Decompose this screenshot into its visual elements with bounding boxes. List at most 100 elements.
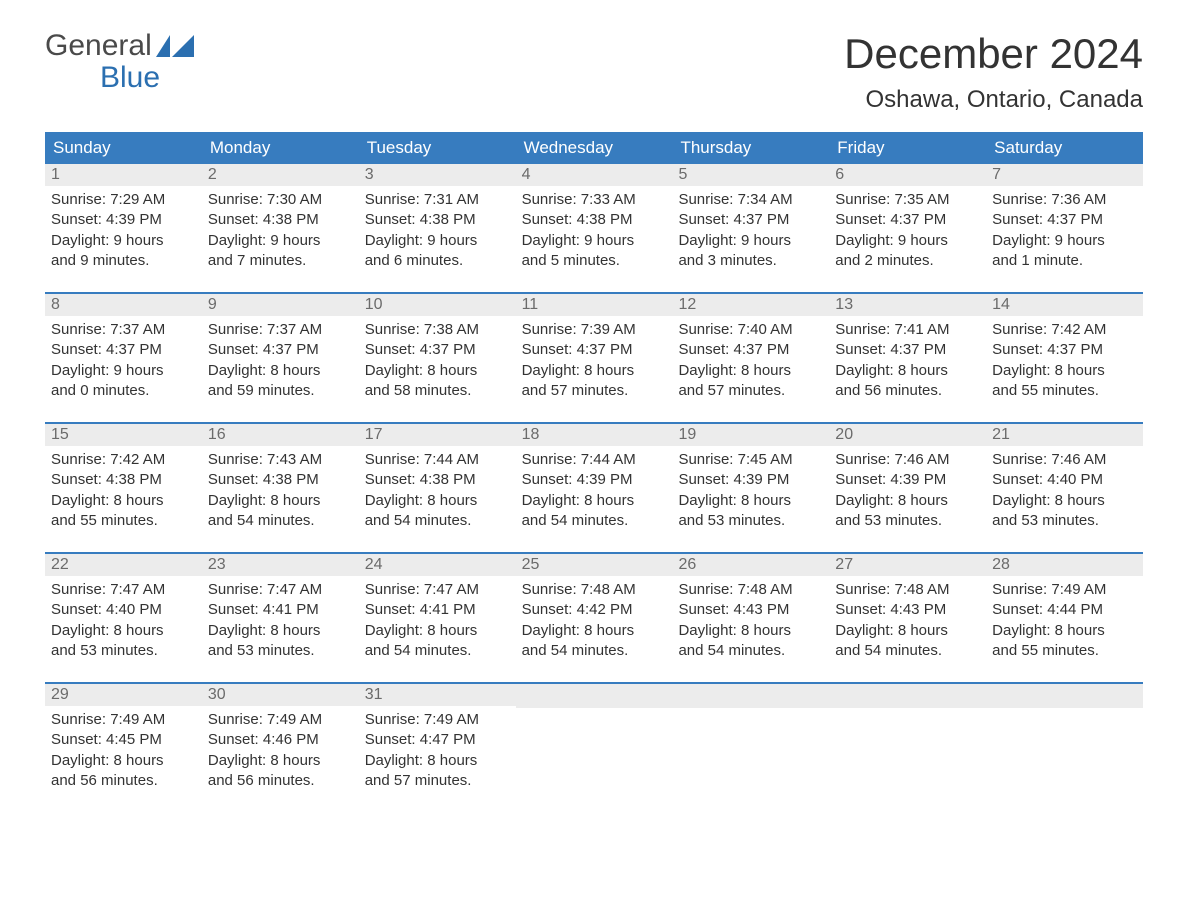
day-d1: Daylight: 8 hours: [51, 621, 196, 641]
logo: General Blue: [45, 30, 194, 93]
day-number: 6: [829, 164, 986, 186]
day-cell: 17Sunrise: 7:44 AMSunset: 4:38 PMDayligh…: [359, 424, 516, 544]
day-number: 2: [202, 164, 359, 186]
title-block: December 2024 Oshawa, Ontario, Canada: [844, 30, 1143, 114]
day-sunset: Sunset: 4:40 PM: [992, 470, 1137, 490]
day-d1: Daylight: 8 hours: [522, 621, 667, 641]
day-cell: 3Sunrise: 7:31 AMSunset: 4:38 PMDaylight…: [359, 164, 516, 284]
day-content: Sunrise: 7:44 AMSunset: 4:39 PMDaylight:…: [516, 446, 673, 537]
day-d1: Daylight: 9 hours: [835, 231, 980, 251]
day-d1: Daylight: 9 hours: [208, 231, 353, 251]
day-cell: [672, 684, 829, 804]
day-d1: Daylight: 9 hours: [51, 231, 196, 251]
day-d2: and 2 minutes.: [835, 251, 980, 271]
day-sunrise: Sunrise: 7:48 AM: [522, 580, 667, 600]
day-sunrise: Sunrise: 7:43 AM: [208, 450, 353, 470]
day-cell: 24Sunrise: 7:47 AMSunset: 4:41 PMDayligh…: [359, 554, 516, 674]
day-header-wednesday: Wednesday: [516, 132, 673, 164]
week-row: 29Sunrise: 7:49 AMSunset: 4:45 PMDayligh…: [45, 682, 1143, 804]
day-sunset: Sunset: 4:38 PM: [365, 210, 510, 230]
day-d1: Daylight: 8 hours: [208, 751, 353, 771]
month-title: December 2024: [844, 30, 1143, 78]
day-d2: and 54 minutes.: [522, 511, 667, 531]
day-content: Sunrise: 7:38 AMSunset: 4:37 PMDaylight:…: [359, 316, 516, 407]
day-d2: and 57 minutes.: [678, 381, 823, 401]
day-d1: Daylight: 8 hours: [992, 361, 1137, 381]
day-cell: 2Sunrise: 7:30 AMSunset: 4:38 PMDaylight…: [202, 164, 359, 284]
location: Oshawa, Ontario, Canada: [844, 86, 1143, 114]
day-d2: and 53 minutes.: [51, 641, 196, 661]
day-number: 14: [986, 294, 1143, 316]
day-sunrise: Sunrise: 7:39 AM: [522, 320, 667, 340]
day-number: 8: [45, 294, 202, 316]
empty-day: [672, 684, 829, 708]
day-d2: and 56 minutes.: [208, 771, 353, 791]
day-sunset: Sunset: 4:37 PM: [365, 340, 510, 360]
week-row: 15Sunrise: 7:42 AMSunset: 4:38 PMDayligh…: [45, 422, 1143, 544]
day-sunset: Sunset: 4:38 PM: [365, 470, 510, 490]
day-cell: [829, 684, 986, 804]
day-d1: Daylight: 9 hours: [365, 231, 510, 251]
day-d2: and 53 minutes.: [678, 511, 823, 531]
flag-icon: [156, 35, 194, 57]
day-sunset: Sunset: 4:37 PM: [51, 340, 196, 360]
header: General Blue December 2024 Oshawa, Ontar…: [45, 30, 1143, 114]
day-d2: and 57 minutes.: [522, 381, 667, 401]
day-sunset: Sunset: 4:38 PM: [208, 470, 353, 490]
day-d1: Daylight: 8 hours: [835, 491, 980, 511]
day-cell: 25Sunrise: 7:48 AMSunset: 4:42 PMDayligh…: [516, 554, 673, 674]
day-sunrise: Sunrise: 7:48 AM: [678, 580, 823, 600]
day-content: Sunrise: 7:30 AMSunset: 4:38 PMDaylight:…: [202, 186, 359, 277]
logo-top-row: General: [45, 30, 194, 62]
day-header-friday: Friday: [829, 132, 986, 164]
day-cell: [516, 684, 673, 804]
day-cell: 22Sunrise: 7:47 AMSunset: 4:40 PMDayligh…: [45, 554, 202, 674]
day-d2: and 58 minutes.: [365, 381, 510, 401]
day-content: Sunrise: 7:31 AMSunset: 4:38 PMDaylight:…: [359, 186, 516, 277]
day-number: 23: [202, 554, 359, 576]
day-number: 1: [45, 164, 202, 186]
day-d1: Daylight: 8 hours: [208, 491, 353, 511]
day-sunset: Sunset: 4:46 PM: [208, 730, 353, 750]
day-content: Sunrise: 7:37 AMSunset: 4:37 PMDaylight:…: [202, 316, 359, 407]
day-sunrise: Sunrise: 7:37 AM: [208, 320, 353, 340]
day-sunset: Sunset: 4:39 PM: [678, 470, 823, 490]
day-d2: and 55 minutes.: [992, 641, 1137, 661]
day-sunset: Sunset: 4:37 PM: [208, 340, 353, 360]
day-number: 16: [202, 424, 359, 446]
day-cell: 9Sunrise: 7:37 AMSunset: 4:37 PMDaylight…: [202, 294, 359, 414]
day-cell: 5Sunrise: 7:34 AMSunset: 4:37 PMDaylight…: [672, 164, 829, 284]
day-number: 12: [672, 294, 829, 316]
day-d2: and 57 minutes.: [365, 771, 510, 791]
day-number: 17: [359, 424, 516, 446]
day-content: Sunrise: 7:46 AMSunset: 4:39 PMDaylight:…: [829, 446, 986, 537]
day-d2: and 55 minutes.: [51, 511, 196, 531]
day-sunset: Sunset: 4:41 PM: [365, 600, 510, 620]
day-d1: Daylight: 8 hours: [365, 621, 510, 641]
day-sunrise: Sunrise: 7:38 AM: [365, 320, 510, 340]
day-sunset: Sunset: 4:37 PM: [835, 210, 980, 230]
day-number: 3: [359, 164, 516, 186]
day-d1: Daylight: 8 hours: [522, 491, 667, 511]
day-header-saturday: Saturday: [986, 132, 1143, 164]
day-sunrise: Sunrise: 7:34 AM: [678, 190, 823, 210]
day-d1: Daylight: 8 hours: [835, 621, 980, 641]
day-sunrise: Sunrise: 7:31 AM: [365, 190, 510, 210]
empty-day: [829, 684, 986, 708]
day-cell: 8Sunrise: 7:37 AMSunset: 4:37 PMDaylight…: [45, 294, 202, 414]
day-sunset: Sunset: 4:45 PM: [51, 730, 196, 750]
day-d1: Daylight: 8 hours: [208, 621, 353, 641]
day-number: 29: [45, 684, 202, 706]
day-cell: 18Sunrise: 7:44 AMSunset: 4:39 PMDayligh…: [516, 424, 673, 544]
day-d2: and 6 minutes.: [365, 251, 510, 271]
day-sunrise: Sunrise: 7:49 AM: [992, 580, 1137, 600]
day-sunrise: Sunrise: 7:46 AM: [992, 450, 1137, 470]
day-cell: 21Sunrise: 7:46 AMSunset: 4:40 PMDayligh…: [986, 424, 1143, 544]
day-cell: 6Sunrise: 7:35 AMSunset: 4:37 PMDaylight…: [829, 164, 986, 284]
day-d1: Daylight: 8 hours: [365, 751, 510, 771]
day-header-thursday: Thursday: [672, 132, 829, 164]
day-sunrise: Sunrise: 7:37 AM: [51, 320, 196, 340]
day-header-sunday: Sunday: [45, 132, 202, 164]
day-d2: and 59 minutes.: [208, 381, 353, 401]
day-content: Sunrise: 7:29 AMSunset: 4:39 PMDaylight:…: [45, 186, 202, 277]
